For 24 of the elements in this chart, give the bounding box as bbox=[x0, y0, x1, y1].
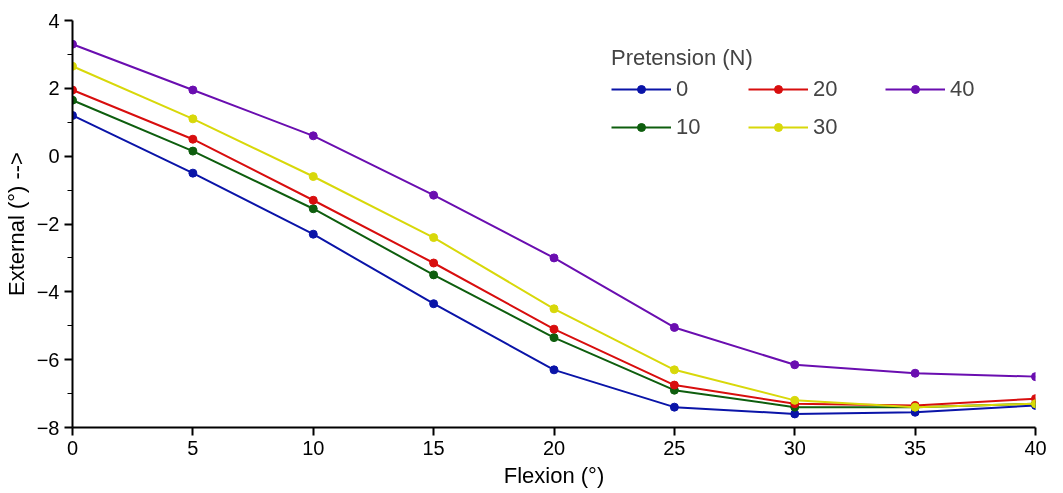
legend-label: 10 bbox=[676, 114, 702, 140]
y-tick-label: −4 bbox=[36, 280, 60, 303]
y-tick-label: −6 bbox=[36, 348, 60, 371]
legend-label: 30 bbox=[813, 114, 839, 140]
y-tick-label: −8 bbox=[36, 416, 60, 439]
y-tick-label: 2 bbox=[48, 77, 60, 100]
x-tick-label: 40 bbox=[1024, 436, 1047, 459]
legend-label: 20 bbox=[813, 76, 839, 102]
x-tick-label: 20 bbox=[542, 436, 566, 459]
y-tick-label: 4 bbox=[48, 9, 60, 32]
legend-label: 40 bbox=[950, 76, 976, 102]
y-axis-title: External (°) --> bbox=[3, 152, 29, 296]
x-tick-label: 10 bbox=[302, 436, 325, 459]
legend-title: Pretension (N) bbox=[611, 45, 754, 71]
x-tick-label: 35 bbox=[904, 436, 927, 459]
y-tick-label: 0 bbox=[48, 145, 60, 168]
x-axis-title: Flexion (°) bbox=[503, 462, 605, 488]
y-tick-label: −2 bbox=[36, 213, 60, 235]
x-tick-label: 25 bbox=[663, 436, 686, 459]
x-tick-label: 0 bbox=[66, 436, 79, 459]
x-tick-label: 15 bbox=[422, 436, 445, 459]
legend-label: 0 bbox=[676, 76, 690, 102]
x-tick-label: 5 bbox=[187, 436, 199, 459]
x-tick-label: 30 bbox=[783, 436, 806, 459]
